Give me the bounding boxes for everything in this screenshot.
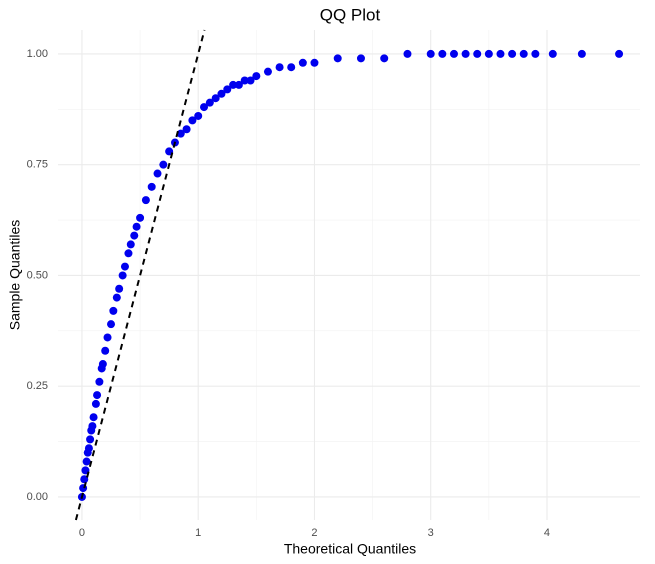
point <box>310 58 319 67</box>
point <box>188 116 197 125</box>
point <box>126 240 135 249</box>
point <box>496 49 505 58</box>
x-axis-label: Theoretical Quantiles <box>284 541 416 557</box>
point <box>89 413 98 422</box>
point <box>159 160 168 169</box>
point <box>438 49 447 58</box>
x-tick-label: 0 <box>79 527 85 539</box>
reference-line <box>74 29 206 521</box>
point <box>80 475 89 484</box>
point <box>132 222 141 231</box>
y-axis-label: Sample Quantiles <box>7 220 23 331</box>
point <box>130 231 139 240</box>
point <box>124 249 133 258</box>
point <box>98 360 107 369</box>
point <box>200 103 209 112</box>
y-tick-label: 0.50 <box>27 269 48 281</box>
point <box>484 49 493 58</box>
point <box>548 49 557 58</box>
point <box>508 49 517 58</box>
point <box>240 76 249 85</box>
point <box>461 49 470 58</box>
point <box>229 80 238 89</box>
point <box>107 320 116 329</box>
point <box>120 262 129 271</box>
point <box>356 54 365 63</box>
y-tick-label: 1.00 <box>27 48 48 60</box>
point <box>275 63 284 72</box>
point <box>109 306 118 315</box>
point <box>136 213 145 222</box>
point <box>449 49 458 58</box>
point <box>153 169 162 178</box>
point <box>101 346 110 355</box>
point <box>147 182 156 191</box>
point <box>84 444 93 453</box>
point <box>263 67 272 76</box>
point <box>88 422 97 431</box>
point <box>194 111 203 120</box>
point <box>252 72 261 81</box>
point <box>86 435 95 444</box>
point <box>519 49 528 58</box>
point <box>473 49 482 58</box>
point <box>112 293 121 302</box>
point <box>531 49 540 58</box>
x-tick-label: 1 <box>195 527 201 539</box>
point <box>82 457 91 466</box>
point <box>333 54 342 63</box>
x-tick-label: 4 <box>544 527 550 539</box>
y-tick-label: 0.75 <box>27 159 48 171</box>
point <box>217 89 226 98</box>
point <box>91 399 100 408</box>
point <box>93 391 102 400</box>
point <box>115 284 124 293</box>
point <box>118 271 127 280</box>
point <box>95 377 104 386</box>
point <box>246 76 255 85</box>
point <box>426 49 435 58</box>
point <box>182 125 191 134</box>
x-tick-label: 3 <box>428 527 434 539</box>
y-tick-label: 0.25 <box>27 380 48 392</box>
point <box>380 54 389 63</box>
y-tick-label: 0.00 <box>27 491 48 503</box>
point <box>234 80 243 89</box>
chart-title: QQ Plot <box>320 5 381 24</box>
x-tick-label: 2 <box>311 527 317 539</box>
point <box>205 98 214 107</box>
point <box>103 333 112 342</box>
point <box>211 94 220 103</box>
point <box>577 49 586 58</box>
point <box>141 196 150 205</box>
point <box>298 58 307 67</box>
point <box>287 63 296 72</box>
point <box>403 49 412 58</box>
point <box>615 49 624 58</box>
point <box>223 85 232 94</box>
